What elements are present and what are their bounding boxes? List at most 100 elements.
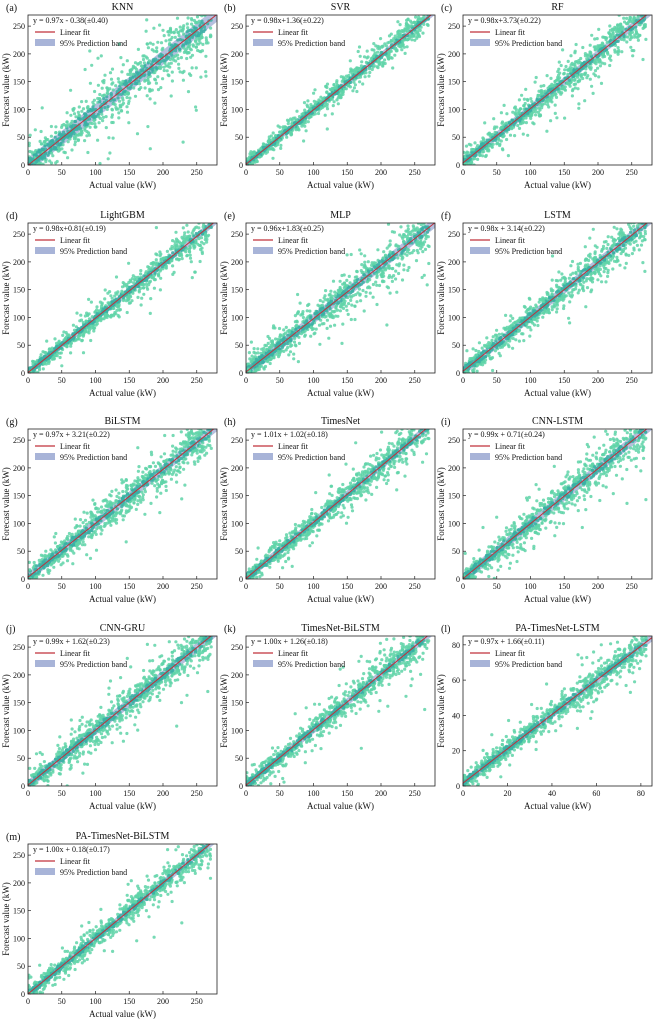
data-point (302, 139, 306, 143)
data-point (182, 69, 186, 73)
data-point (115, 308, 119, 312)
data-point (294, 327, 298, 331)
data-point (46, 138, 50, 142)
data-point (388, 243, 392, 247)
data-point (278, 130, 282, 134)
data-point (256, 347, 260, 351)
data-point (638, 9, 641, 12)
data-point (87, 317, 92, 321)
data-point (34, 159, 38, 163)
data-point (348, 70, 352, 74)
data-point (77, 105, 81, 109)
data-point (482, 137, 486, 141)
data-point (313, 331, 317, 335)
data-point (133, 94, 138, 98)
data-point (271, 156, 275, 160)
data-point (73, 143, 77, 147)
data-point (188, 250, 192, 254)
data-point (357, 287, 361, 291)
data-point (405, 18, 409, 22)
data-point (81, 321, 85, 325)
data-point (407, 265, 411, 270)
data-point (49, 124, 54, 129)
data-point (528, 104, 532, 108)
data-point (334, 304, 339, 308)
data-point (119, 92, 123, 96)
data-point (558, 76, 562, 80)
data-point (350, 289, 354, 293)
data-point (513, 134, 517, 138)
y-tick-label: 50 (17, 341, 25, 350)
data-point (120, 103, 124, 107)
data-point (473, 157, 477, 161)
data-point (208, 211, 211, 214)
legend-band-label: 95% Prediction band (495, 39, 562, 48)
data-point (303, 108, 307, 112)
data-point (171, 251, 175, 255)
data-point (390, 258, 394, 262)
data-point (403, 51, 407, 56)
data-point (186, 51, 190, 55)
data-point (424, 237, 428, 241)
data-point (463, 162, 467, 165)
data-point (623, 20, 627, 24)
data-point (200, 218, 203, 221)
data-point (95, 308, 99, 312)
data-point (526, 133, 530, 137)
data-point (397, 35, 401, 39)
data-point (394, 269, 398, 273)
data-point (88, 109, 93, 113)
data-point (198, 37, 202, 41)
x-tick-label: 150 (558, 168, 570, 177)
data-point (284, 348, 288, 352)
y-tick-label: 0 (21, 161, 25, 170)
data-point (163, 61, 167, 65)
data-point (633, 228, 637, 232)
y-tick-label: 250 (448, 22, 460, 31)
data-point (110, 296, 114, 300)
data-point (43, 144, 47, 148)
data-point (207, 233, 211, 237)
fit-line (246, 223, 435, 373)
data-point (177, 31, 181, 35)
data-point (28, 141, 31, 145)
data-point (323, 104, 327, 108)
data-point (613, 48, 617, 52)
data-point (316, 303, 320, 307)
data-point (270, 340, 274, 344)
data-point (571, 288, 575, 292)
data-point (318, 99, 322, 103)
data-point (274, 133, 278, 138)
data-point (611, 267, 615, 271)
data-point (632, 35, 637, 39)
data-point (634, 239, 638, 243)
data-point (74, 115, 78, 119)
data-point (505, 137, 509, 142)
data-point (467, 142, 471, 146)
data-point (484, 153, 488, 158)
data-point (34, 153, 38, 157)
data-point (198, 243, 202, 248)
data-point (563, 68, 567, 72)
data-point (628, 12, 631, 15)
data-point (93, 122, 97, 126)
data-point (350, 303, 354, 307)
data-point (129, 68, 133, 72)
data-point (267, 336, 272, 341)
data-point (401, 256, 405, 260)
data-point (396, 244, 401, 248)
data-point (286, 122, 290, 126)
data-point (576, 87, 580, 91)
data-point (117, 116, 121, 120)
data-point (97, 309, 101, 313)
data-point (388, 250, 392, 254)
data-point (37, 366, 41, 370)
data-point (410, 38, 414, 42)
data-point (154, 252, 158, 256)
data-point (177, 66, 181, 70)
data-point (84, 319, 88, 323)
data-point (358, 292, 362, 296)
data-point (359, 269, 363, 273)
data-point (514, 108, 518, 112)
